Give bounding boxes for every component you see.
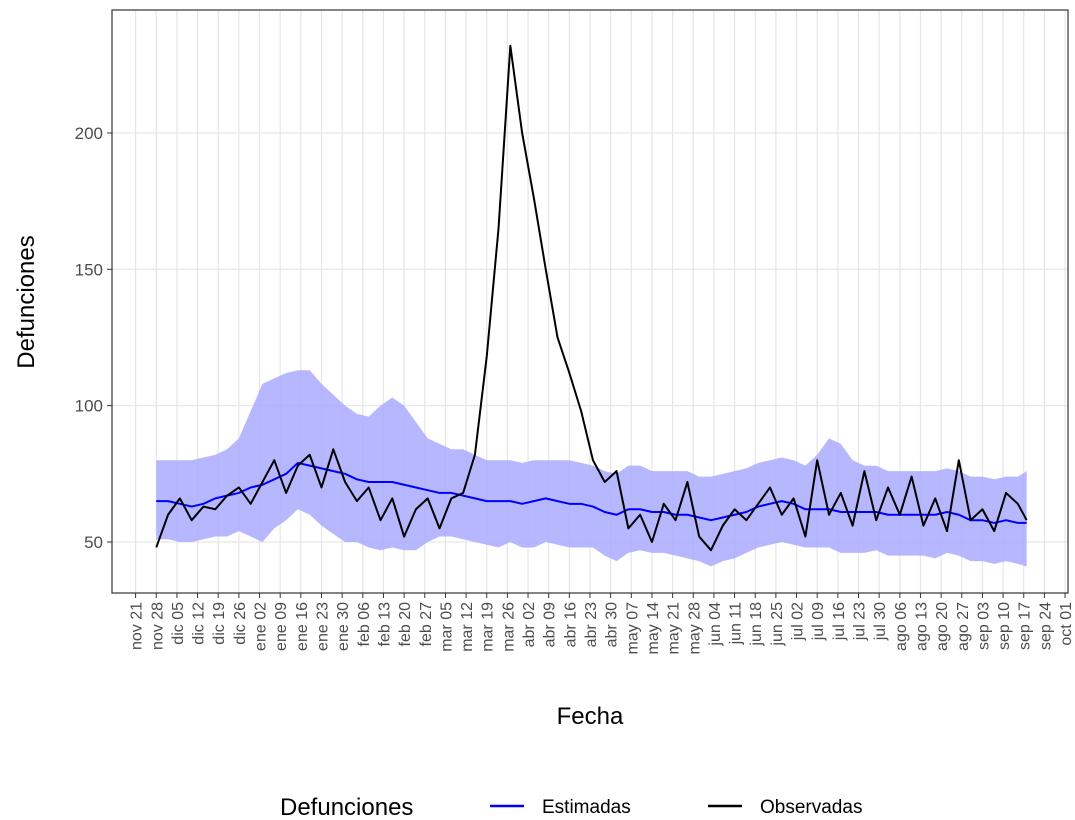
x-tick-label: dic 12 <box>191 602 208 645</box>
x-tick-label: feb 13 <box>376 602 393 647</box>
y-tick-label: 200 <box>75 124 103 143</box>
x-tick-label: ago 27 <box>955 602 972 651</box>
x-tick-label: mar 05 <box>438 602 455 652</box>
x-tick-label: nov 28 <box>149 602 166 650</box>
x-tick-label: mar 19 <box>480 602 497 652</box>
x-tick-label: ene 16 <box>294 602 311 651</box>
x-tick-label: abr 30 <box>604 602 621 647</box>
y-tick-label: 50 <box>84 533 103 552</box>
x-tick-label: nov 21 <box>129 602 146 650</box>
x-tick-label: may 14 <box>645 602 662 655</box>
legend-label: Observadas <box>760 797 862 818</box>
x-tick-label: jul 02 <box>790 602 807 641</box>
x-tick-label: jun 04 <box>707 602 724 647</box>
x-tick-label: dic 05 <box>170 602 187 645</box>
x-tick-label: sep 24 <box>1037 602 1054 650</box>
x-tick-label: ene 23 <box>314 602 331 651</box>
x-tick-label: jul 16 <box>831 602 848 641</box>
x-tick-label: jun 11 <box>728 602 745 646</box>
plot-border <box>111 9 1069 594</box>
x-tick-label: dic 26 <box>232 602 249 645</box>
y-tick-label: 150 <box>75 260 103 279</box>
x-tick-label: ago 20 <box>934 602 951 651</box>
legend-label: Estimadas <box>542 797 631 818</box>
x-tick-label: ago 13 <box>913 602 930 651</box>
x-tick-label: abr 23 <box>583 602 600 647</box>
x-tick-label: oct 01 <box>1058 602 1075 646</box>
x-axis-label: Fecha <box>557 703 624 730</box>
x-tick-label: jul 09 <box>810 602 827 641</box>
x-tick-label: ene 30 <box>335 602 352 651</box>
x-tick-label: feb 27 <box>418 602 435 647</box>
series-line <box>156 461 1027 524</box>
y-axis-label: Defunciones <box>13 235 40 368</box>
x-tick-label: dic 19 <box>211 602 228 645</box>
x-tick-label: mar 26 <box>500 602 517 652</box>
x-tick-label: jun 25 <box>769 602 786 647</box>
x-tick-label: abr 09 <box>542 602 559 647</box>
y-tick-label: 100 <box>75 397 103 416</box>
x-tick-label: abr 16 <box>562 602 579 647</box>
x-tick-label: may 28 <box>686 602 703 655</box>
x-tick-label: abr 02 <box>521 602 538 647</box>
x-tick-label: jul 23 <box>852 602 869 641</box>
x-tick-label: feb 20 <box>397 602 414 647</box>
x-tick-label: ene 09 <box>273 602 290 651</box>
x-tick-label: sep 17 <box>1017 602 1034 650</box>
x-tick-label: ene 02 <box>253 602 270 651</box>
legend-title: Defunciones <box>280 794 413 820</box>
x-tick-label: jun 18 <box>748 602 765 647</box>
series-line <box>155 44 1028 552</box>
x-tick-label: ago 06 <box>893 602 910 651</box>
x-tick-label: sep 03 <box>975 602 992 650</box>
x-tick-label: feb 06 <box>356 602 373 647</box>
x-tick-label: may 07 <box>624 602 641 655</box>
x-tick-label: may 21 <box>666 602 683 655</box>
x-tick-label: mar 12 <box>459 602 476 652</box>
x-tick-label: sep 10 <box>996 602 1013 650</box>
x-tick-label: jul 30 <box>872 602 889 641</box>
